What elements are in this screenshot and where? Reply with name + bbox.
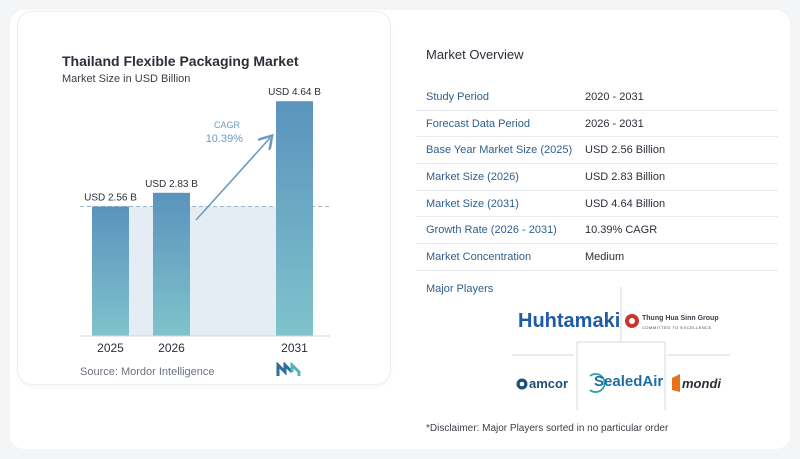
thung-hua-sinn-tagline: COMMITTED TO EXCELLENCE <box>642 325 712 330</box>
bar-data-label: USD 2.56 B <box>84 192 137 203</box>
thung-hua-sinn-logo: Thung Hua Sinn Group <box>642 315 719 322</box>
overview-value: 2026 - 2031 <box>585 117 644 130</box>
overview-title: Market Overview <box>426 47 524 62</box>
amcor-logo: amcor <box>529 376 569 391</box>
bar-data-label: USD 2.83 B <box>145 179 198 190</box>
overview-row: Market Size (2026) USD 2.83 Billion <box>416 164 778 191</box>
major-players-title: Major Players <box>426 283 494 295</box>
overview-row: Forecast Data Period 2026 - 2031 <box>416 111 778 138</box>
x-tick-label: 2025 <box>97 341 124 355</box>
chart-subtitle: Market Size in USD Billion <box>62 73 191 85</box>
overview-row: Market Concentration Medium <box>416 244 778 271</box>
cagr-label: CAGR <box>214 120 241 130</box>
cagr-arrow <box>195 138 270 221</box>
bar <box>276 101 313 336</box>
bar-chart: USD 2.56 B 2025 USD 2.83 B 2026 USD 4.64 B 20… <box>80 87 330 355</box>
chart-title: Thailand Flexible Packaging Market <box>62 53 299 69</box>
overview-key: Study Period <box>426 90 489 103</box>
overview-key: Base Year Market Size (2025) <box>426 144 573 157</box>
chart-source: Source: Mordor Intelligence <box>80 366 215 378</box>
overview-key: Forecast Data Period <box>426 117 530 130</box>
overview-key: Market Size (2026) <box>426 170 519 183</box>
mondi-logo: mondi <box>682 376 721 391</box>
overview-key: Market Concentration <box>426 250 532 263</box>
sealed-air-logo: SealedAir <box>594 373 664 390</box>
overview-value: USD 2.83 Billion <box>585 170 666 183</box>
overview-value: Medium <box>585 250 625 263</box>
overview-row: Market Size (2031) USD 4.64 Billion <box>416 191 778 218</box>
overview-key: Market Size (2031) <box>426 197 519 210</box>
bar <box>92 206 129 336</box>
bar-data-label: USD 4.64 B <box>268 87 321 98</box>
overview-row: Base Year Market Size (2025) USD 2.56 Bi… <box>416 137 778 165</box>
disclaimer: *Disclaimer: Major Players sorted in no … <box>426 423 669 434</box>
overview-value: 10.39% CAGR <box>585 224 658 237</box>
bar <box>153 192 190 336</box>
overview-key: Growth Rate (2026 - 2031) <box>426 224 557 237</box>
huhtamaki-logo: Huhtamaki <box>518 310 621 332</box>
mordor-intelligence-logo <box>276 362 301 376</box>
overview-table: Study Period 2020 - 2031 Forecast Data P… <box>416 84 778 271</box>
overview-row: Study Period 2020 - 2031 <box>416 84 778 111</box>
x-tick-label: 2026 <box>158 341 185 355</box>
overview-value: USD 4.64 Billion <box>585 197 666 210</box>
cagr-value: 10.39% <box>206 133 244 145</box>
overview-row: Growth Rate (2026 - 2031) 10.39% CAGR <box>416 217 778 245</box>
overview-value: 2020 - 2031 <box>585 90 644 103</box>
x-tick-label: 2031 <box>281 341 308 355</box>
overview-value: USD 2.56 Billion <box>585 144 666 157</box>
